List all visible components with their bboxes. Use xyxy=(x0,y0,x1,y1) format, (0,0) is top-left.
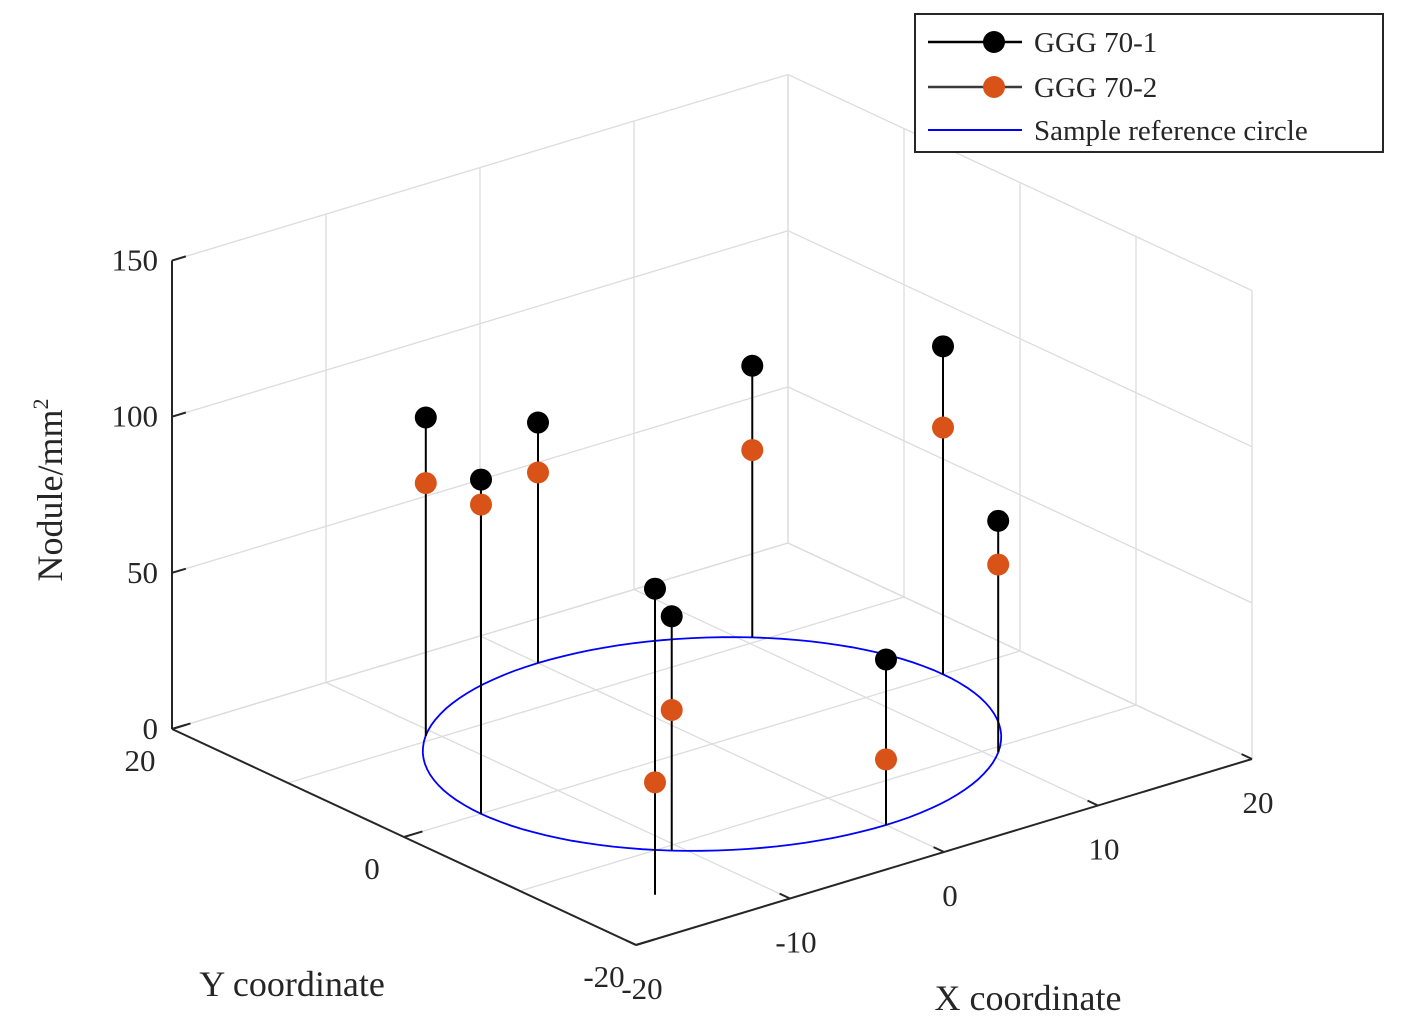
z-axis-tick xyxy=(171,723,187,730)
z-tick-label: 50 xyxy=(127,555,158,590)
marker-ggg70-1 xyxy=(875,648,897,671)
marker-ggg70-2 xyxy=(644,771,666,794)
grid-line-back-z xyxy=(171,230,789,418)
z-axis-title-superscript: 2 xyxy=(28,399,53,410)
z-axis-tick xyxy=(171,255,187,262)
marker-ggg70-2 xyxy=(987,553,1010,576)
z-tick-label: 0 xyxy=(143,711,159,746)
x-tick-label: -10 xyxy=(775,925,816,960)
grid-line-side-z xyxy=(787,386,1253,604)
marker-ggg70-1 xyxy=(414,406,437,429)
axes-layer xyxy=(171,255,1253,946)
x-axis-tick xyxy=(1241,753,1253,760)
x-axis-tick xyxy=(1087,799,1099,807)
x-tick-label: -20 xyxy=(621,971,662,1006)
marker-ggg70-1 xyxy=(932,335,954,358)
z-axis-tick xyxy=(171,411,187,418)
legend-label-series2: GGG 70-2 xyxy=(1034,72,1157,104)
grid-line-floor-y xyxy=(519,704,1137,892)
x-axis-tick xyxy=(625,939,637,946)
legend-marker-series1 xyxy=(983,31,1005,53)
marker-ggg70-2 xyxy=(470,493,492,516)
y-tick-label: 20 xyxy=(125,743,156,778)
marker-ggg70-1 xyxy=(741,354,764,377)
marker-ggg70-2 xyxy=(932,416,954,439)
marker-ggg70-2 xyxy=(527,461,549,484)
x-axis-tick xyxy=(933,846,945,853)
z-tick-label: 150 xyxy=(112,243,159,278)
marker-ggg70-2 xyxy=(414,472,437,495)
z-axis-tick xyxy=(171,567,187,574)
reference-circle-layer xyxy=(421,636,1003,852)
grid-line-floor-y xyxy=(287,596,905,784)
y-axis-tick xyxy=(635,938,655,946)
z-tick-label: 100 xyxy=(112,399,159,434)
legend-label-series1: GGG 70-1 xyxy=(1034,27,1157,59)
reference-circle xyxy=(421,636,1003,852)
legend: GGG 70-1 GGG 70-2 Sample reference circl… xyxy=(914,13,1384,153)
z-axis-title: Nodule/mm2 xyxy=(28,399,70,582)
legend-label-circle: Sample reference circle xyxy=(1034,115,1308,147)
y-tick-label: -20 xyxy=(583,959,624,994)
grid-line-side-z xyxy=(787,73,1253,292)
z-axis-title-text: Nodule/mm xyxy=(30,410,70,582)
y-axis-tick xyxy=(403,830,423,838)
legend-marker-series2 xyxy=(983,76,1005,98)
grid-line-side-z xyxy=(787,542,1253,760)
marker-ggg70-1 xyxy=(527,411,549,434)
x-tick-label: 20 xyxy=(1243,785,1274,820)
marker-ggg70-1 xyxy=(660,605,683,628)
x-tick-label: 0 xyxy=(942,878,958,913)
marker-ggg70-1 xyxy=(644,577,666,600)
stems-layer xyxy=(414,335,1010,895)
y-axis-title: Y coordinate xyxy=(199,964,385,1004)
z-axis-title-group: Nodule/mm2 xyxy=(28,399,70,582)
grid-line-side-z xyxy=(787,230,1253,448)
marker-ggg70-2 xyxy=(660,698,683,721)
x-axis-title: X coordinate xyxy=(935,978,1122,1018)
x-axis-tick xyxy=(779,892,791,900)
y-tick-label: 0 xyxy=(364,851,380,886)
marker-ggg70-1 xyxy=(470,468,492,491)
marker-ggg70-2 xyxy=(741,439,764,462)
grid-layer xyxy=(171,73,1253,946)
x-tick-label: 10 xyxy=(1089,832,1120,867)
grid-line-floor-y xyxy=(403,650,1021,838)
grid-line-back-z xyxy=(171,73,789,262)
marker-ggg70-1 xyxy=(987,509,1010,532)
marker-ggg70-2 xyxy=(875,748,897,771)
